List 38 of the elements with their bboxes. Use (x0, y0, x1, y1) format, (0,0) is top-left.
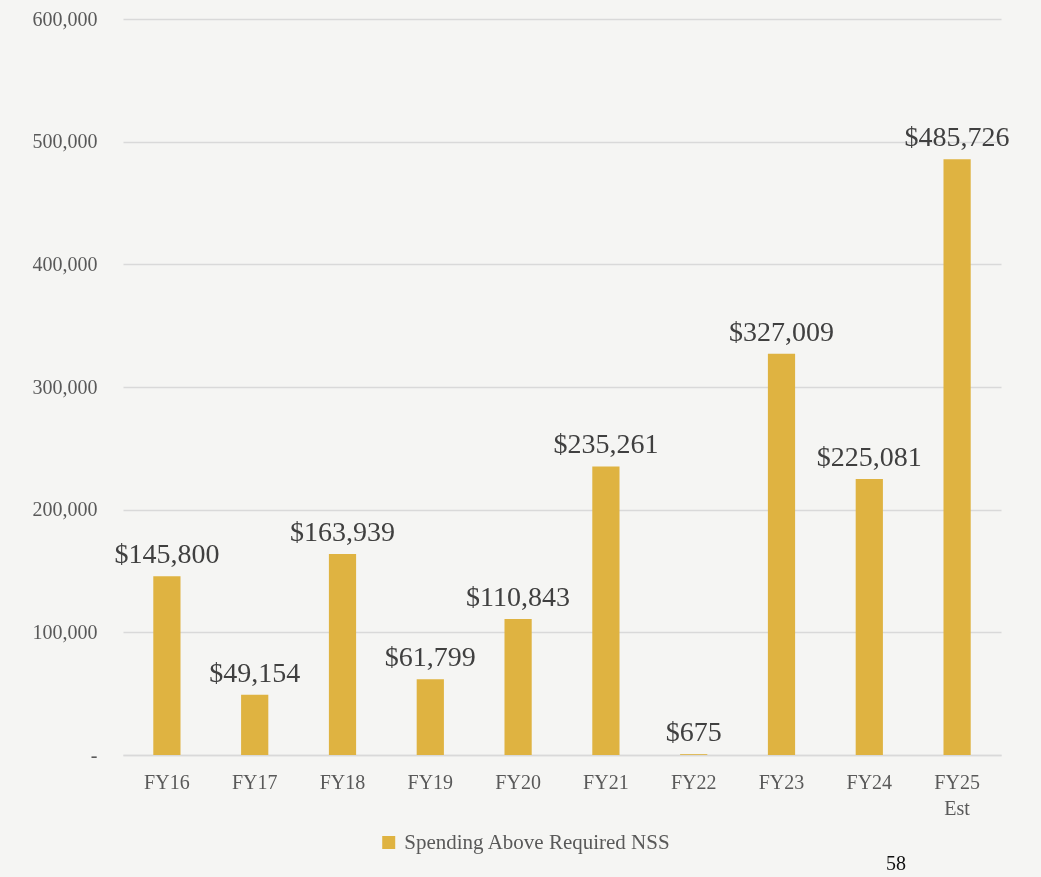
bar (416, 679, 444, 755)
data-label: $61,799 (384, 641, 476, 673)
bar (241, 694, 269, 755)
x-tick-label: FY25 Est (934, 770, 980, 819)
x-tick-label: FY24 (846, 770, 893, 793)
x-tick-label: FY21 (583, 770, 629, 793)
data-label: $145,800 (114, 538, 220, 570)
bar (855, 478, 883, 755)
y-tick-label: 200,000 (32, 498, 98, 521)
x-tick-label: FY18 (319, 770, 366, 793)
x-tick-label: FY20 (495, 770, 541, 793)
y-tick-label: 600,000 (32, 7, 98, 30)
bar (943, 159, 971, 755)
x-tick-label: FY22 (670, 770, 717, 793)
y-tick-label: 300,000 (32, 375, 98, 398)
data-label: $163,939 (290, 515, 395, 547)
data-label: $235,261 (553, 428, 659, 460)
x-tick-label: FY16 (144, 770, 190, 793)
y-tick-label: 400,000 (32, 252, 98, 275)
y-tick-label: 100,000 (32, 620, 98, 643)
data-label: $49,154 (209, 656, 301, 688)
data-label: $675 (665, 716, 722, 748)
bar (153, 576, 181, 755)
bar (504, 619, 532, 755)
x-tick-label: FY19 (407, 770, 454, 793)
bar (328, 553, 357, 755)
data-label: $225,081 (816, 440, 922, 472)
text: 58 (886, 852, 906, 875)
y-tick-label: - (90, 743, 98, 766)
legend-label: Spending Above Required NSS (404, 829, 670, 854)
bar (592, 466, 620, 755)
data-label: $110,843 (466, 581, 571, 613)
x-tick-label: FY17 (231, 770, 278, 793)
y-tick-label: 500,000 (32, 130, 98, 153)
bar (767, 353, 796, 755)
data-label: $327,009 (729, 315, 834, 347)
data-label: $485,726 (904, 121, 1010, 153)
x-tick-label: FY23 (758, 770, 805, 793)
